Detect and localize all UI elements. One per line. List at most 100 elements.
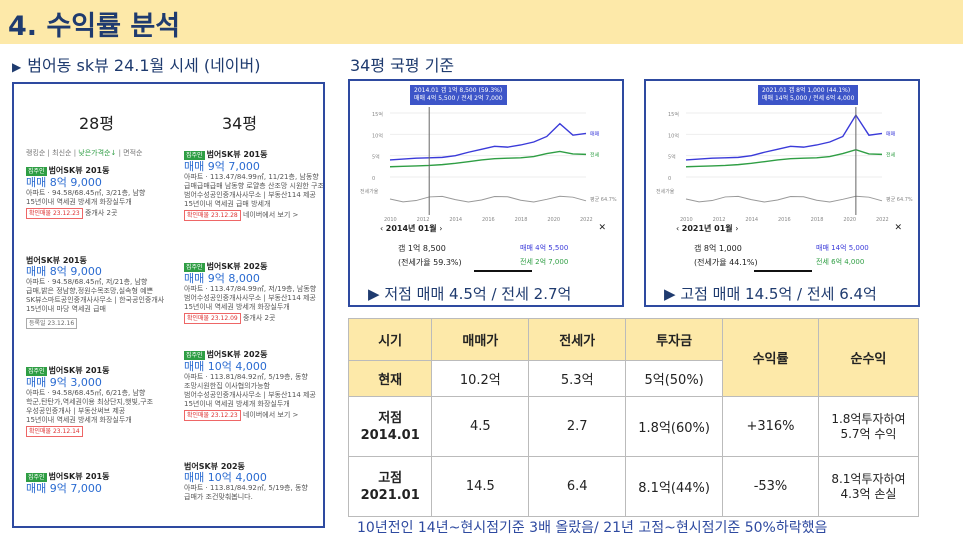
col-28-heading: 28평 [79, 114, 115, 133]
x-tick-label: 2022 [876, 217, 889, 223]
rent-info: 전세 6억 4,000 [816, 257, 864, 267]
sale-info: 매매 4억 5,500 [520, 243, 568, 253]
sort-area[interactable]: 면적순 [123, 149, 143, 157]
chart-tooltip: 2021.01 갭 8억 1,000 (44.1%) 매매 14억 5,000 … [758, 85, 859, 105]
side-label: 평균 64.7% [886, 196, 913, 203]
owner-tag: 집주인 [26, 473, 47, 482]
owner-tag: 집주인 [26, 167, 47, 176]
list-item[interactable]: 범어SK뷰 201동 매매 8억 9,000 아파트 · 94.58/68.45… [26, 256, 176, 329]
listing-detail: 아파트 · 94.58/68.45㎡, 저/21층, 남향 [26, 278, 148, 286]
x-tick-label: 2016 [778, 217, 791, 223]
x-tick-label: 2010 [680, 217, 693, 223]
rent-value: 2억 7,000 [535, 258, 569, 266]
list-item[interactable]: 집주인 범어SK뷰 201동 매매 9억 7,000 아파트 · 113.47/8… [184, 150, 323, 221]
chart-high-point: 2021.01 갭 8억 1,000 (44.1%) 매매 14억 5,000 … [644, 79, 920, 307]
listing-price: 매매 9억 7,000 [26, 482, 102, 495]
chevron-left-icon[interactable]: ‹ [380, 224, 384, 233]
listing-name: 범어SK뷰 201동 [48, 472, 110, 481]
listing-detail: 아파트 · 94.58/68.45㎡, 3/21층, 남향 [26, 189, 146, 197]
list-item[interactable]: 집주인 범어SK뷰 201동 매매 8억 9,000 아파트 · 94.58/68… [26, 166, 176, 219]
legend-rent-label: 전세 [886, 151, 896, 158]
listing-desc: 급매,밝은 정남향,정원수목조망,실속형 예쁜 [26, 287, 154, 295]
y-tick-label: 0 [372, 176, 375, 182]
listing-name: 범어SK뷰 201동 [48, 166, 110, 175]
y-tick-label: 10억 [372, 132, 383, 139]
ratio-line [685, 195, 883, 203]
chevron-left-icon[interactable]: ‹ [676, 224, 680, 233]
date-label: 2021년 01월 [681, 224, 733, 233]
confirm-badge: 확인매물 23.12.23 [184, 410, 241, 421]
date-label: 2014년 01월 [385, 224, 437, 233]
date-selector[interactable]: ‹ 2014년 01월 › [380, 223, 442, 234]
listing-name: 범어SK뷰 201동 [26, 256, 87, 265]
sort-latest[interactable]: 최신순 [52, 149, 72, 157]
triangle-bullet-icon: ▶ [664, 285, 681, 303]
cell-low-rent: 2.7 [528, 396, 627, 457]
list-item[interactable]: 범어SK뷰 202동 매매 10억 4,000 아파트 · 113.81/84.… [184, 462, 323, 502]
legend-rent: 전세 [520, 258, 533, 266]
list-item[interactable]: 집주인 범어SK뷰 202동 매매 10억 4,000 아파트 · 113.81/… [184, 350, 323, 421]
date-selector[interactable]: ‹ 2021년 01월 › [676, 223, 738, 234]
listing-name: 범어SK뷰 201동 [48, 366, 110, 375]
x-tick-label: 2022 [580, 217, 593, 223]
ratio-value: (전세가율 44.1%) [694, 258, 758, 267]
list-item[interactable]: 집주인 범어SK뷰 201동 매매 9억 7,000 [26, 472, 176, 495]
cell-low-invest: 1.8억(60%) [625, 396, 724, 457]
confirm-badge: 확인매물 23.12.23 [26, 208, 83, 219]
th-rent: 전세가 [528, 318, 627, 361]
agent-count[interactable]: 중개사 2곳 [84, 209, 118, 217]
owner-tag: 집주인 [184, 151, 205, 160]
naver-link[interactable]: 네이버에서 보기 > [242, 411, 299, 419]
sort-ranking[interactable]: 랭킹순 [26, 149, 46, 157]
cell-high-return: -53% [722, 456, 819, 517]
x-tick-label: 2020 [843, 217, 856, 223]
naver-link[interactable]: 네이버에서 보기 > [242, 211, 299, 219]
y-tick-label: 10억 [668, 132, 679, 139]
legend-rent: 전세 [816, 258, 829, 266]
listing-detail: 아파트 · 94.58/68.45㎡, 6/21층, 남향 [26, 389, 146, 397]
cell-low-label: 저점 2014.01 [347, 396, 433, 457]
legend-rent-label: 전세 [590, 151, 600, 158]
list-item[interactable]: 집주인 범어SK뷰 202동 매매 9억 8,000 아파트 · 113.47/8… [184, 262, 323, 324]
legend-sale: 매매 [816, 244, 829, 252]
listing-desc: 학군,탄탄가,역세권이용 최상단지,햇빛,구조 [26, 398, 154, 406]
listing-price: 매매 10억 4,000 [184, 360, 267, 373]
listing-name: 범어SK뷰 202동 [206, 350, 268, 359]
listing-name: 범어SK뷰 201동 [206, 150, 268, 159]
listing-agency: 범어수성공인중개사사무소 | 부동산114 제공 [184, 391, 316, 399]
y-tick-label: 5억 [372, 154, 380, 161]
subtitle-left-text: 범어동 sk뷰 24.1월 시세 (네이버) [27, 56, 261, 75]
caption-text: 고점 매매 14.5억 / 전세 6.4억 [680, 285, 877, 303]
agent-count[interactable]: 중개사 2곳 [242, 314, 276, 322]
listing-price: 매매 8억 9,000 [26, 265, 102, 278]
listing-name: 범어SK뷰 202동 [184, 462, 245, 471]
chevron-right-icon[interactable]: › [439, 224, 443, 233]
sale-line [389, 122, 587, 161]
x-tick-label: 2012 [713, 217, 726, 223]
x-tick-label: 2014 [449, 217, 462, 223]
chevron-right-icon[interactable]: › [735, 224, 739, 233]
subtitle-right: 34평 국평 기준 [350, 56, 455, 75]
close-icon[interactable]: ✕ [598, 223, 606, 233]
x-tick-label: 2016 [482, 217, 495, 223]
page-title: 4. 수익률 분석 [8, 11, 181, 42]
tooltip-line2: 매매 4억 5,500 / 전세 2억 7,000 [414, 95, 503, 102]
cell-current-label: 현재 [347, 360, 433, 397]
listing-desc: 15년이내 역세권 방세개 화장실두개 [26, 198, 132, 206]
owner-tag: 집주인 [184, 351, 205, 360]
listing-detail: 아파트 · 113.47/84.99㎡, 11/21층, 남동향 [184, 173, 319, 181]
listing-agency: SK뷰스마트공인중개사사무소 | 한국공인중개사 [26, 296, 165, 304]
sort-lowprice[interactable]: 낮은가격순↓ [78, 149, 117, 157]
x-tick-label: 2014 [745, 217, 758, 223]
th-period: 시기 [347, 318, 433, 361]
listing-agency: 우성공인중개사 | 부동산써브 제공 [26, 407, 126, 415]
list-item[interactable]: 집주인 범어SK뷰 201동 매매 9억 3,000 아파트 · 94.58/68… [26, 366, 176, 437]
th-net: 순수익 [817, 318, 920, 397]
close-icon[interactable]: ✕ [894, 223, 902, 233]
caption-text: 저점 매매 4.5억 / 전세 2.7억 [384, 285, 572, 303]
listing-price: 매매 10억 4,000 [184, 471, 267, 484]
x-tick-label: 2018 [515, 217, 528, 223]
listing-detail: 아파트 · 113.81/84.92㎡, 5/19층, 동향 [184, 484, 308, 492]
listing-price: 매매 9억 8,000 [184, 272, 260, 285]
